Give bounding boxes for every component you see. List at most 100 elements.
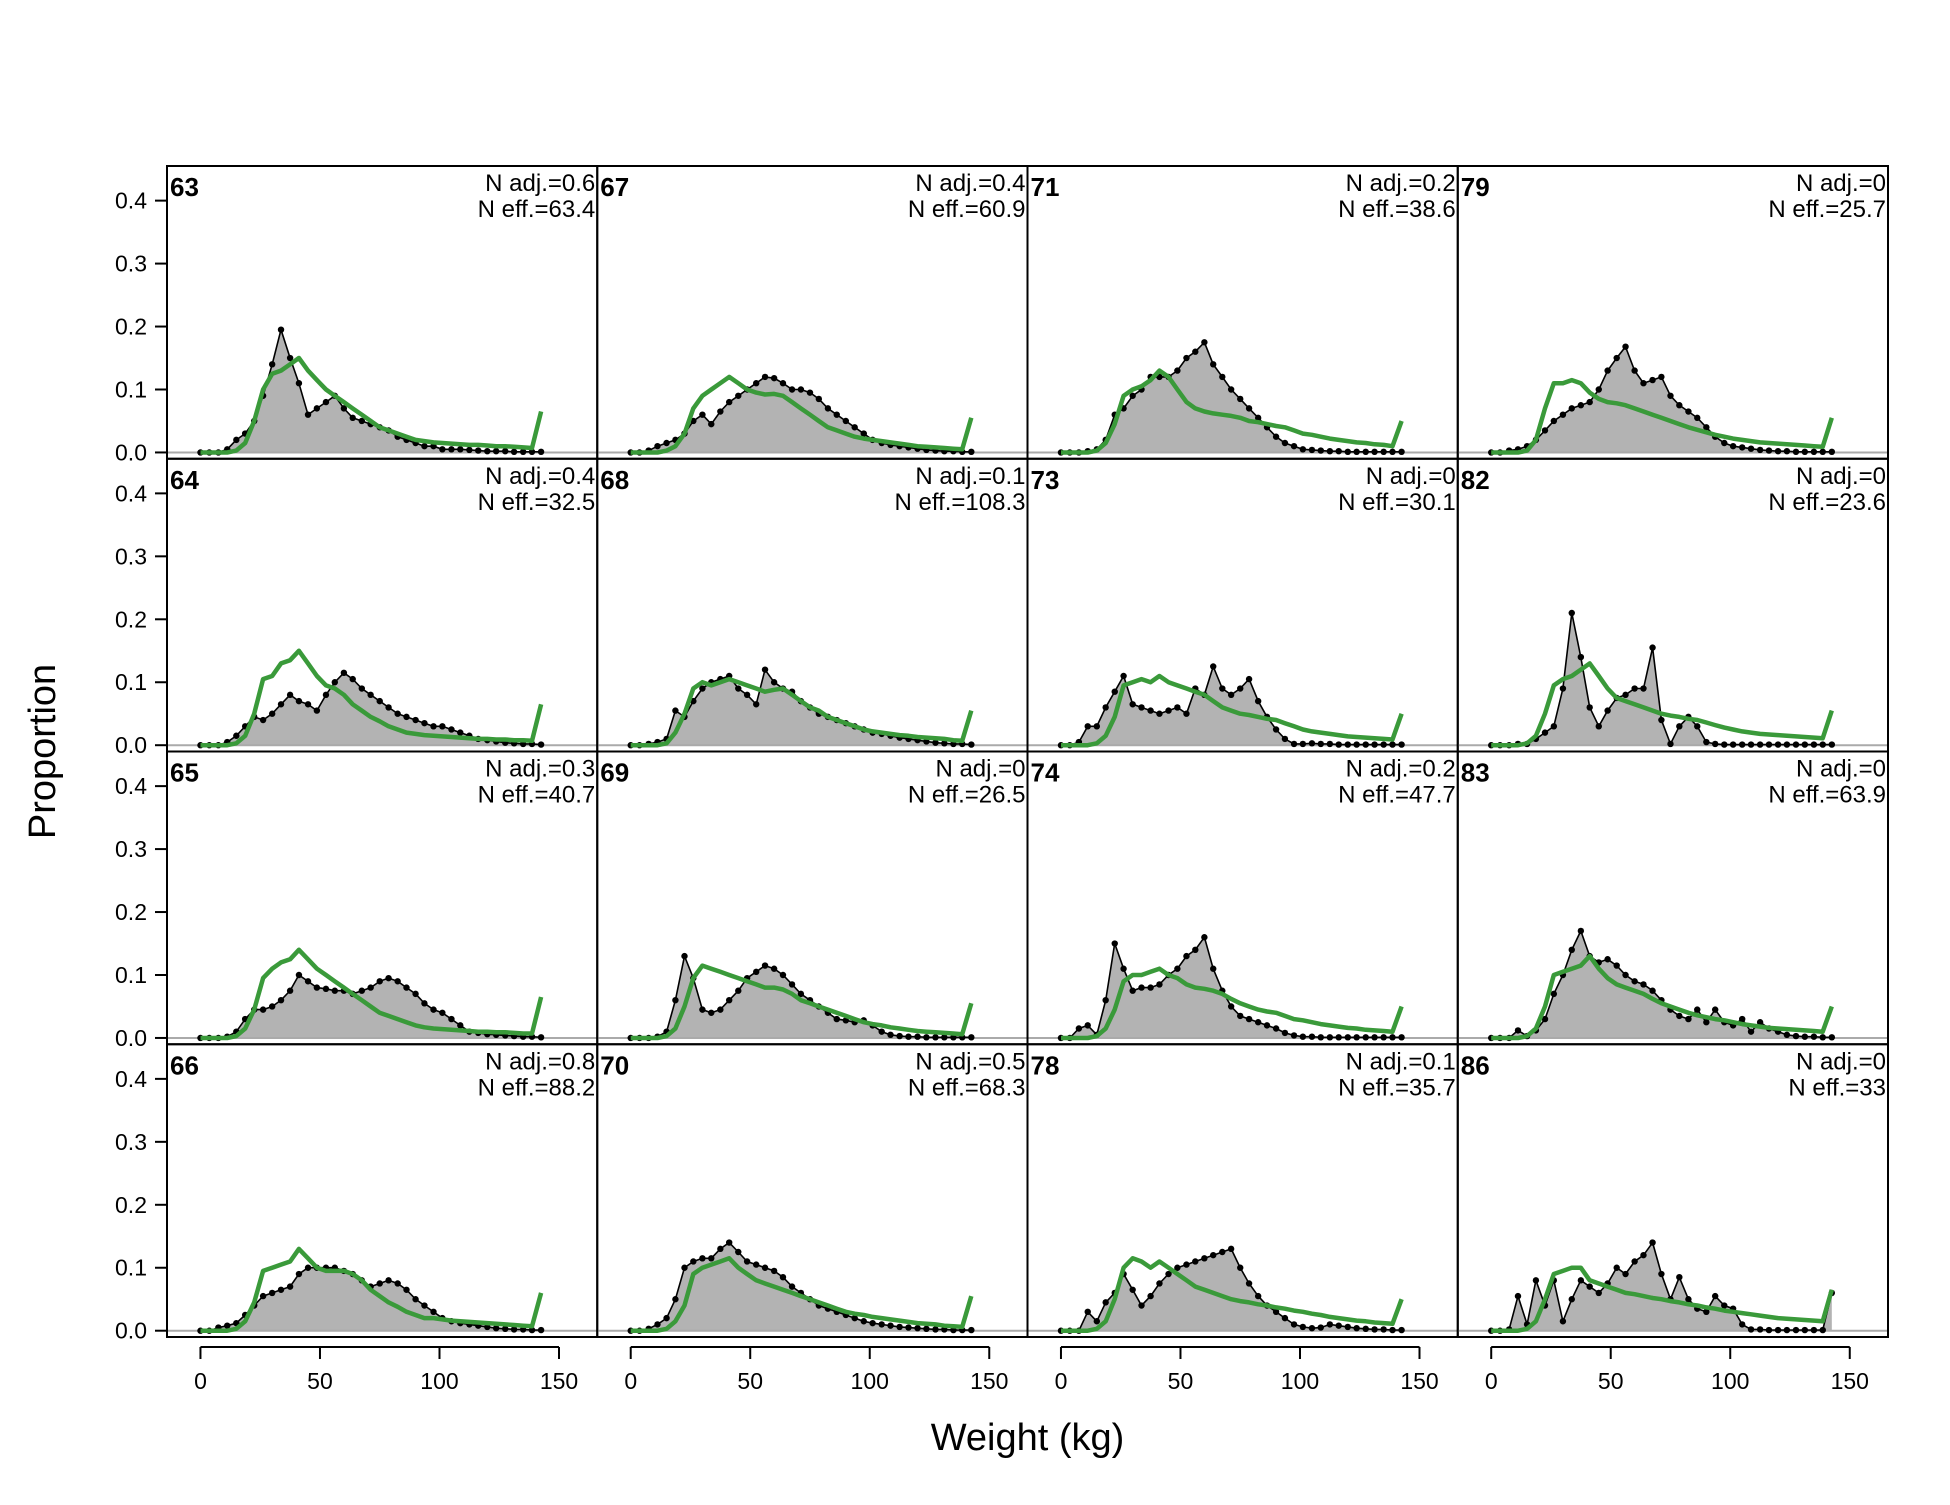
observed-point xyxy=(304,411,312,418)
observed-point xyxy=(1156,1280,1163,1287)
n-eff-label: N eff.=32.5 xyxy=(478,489,596,516)
observed-point xyxy=(385,1277,392,1284)
observed-point xyxy=(923,1034,930,1041)
observed-point xyxy=(1631,1258,1638,1265)
observed-point xyxy=(1792,1032,1800,1040)
observed-point xyxy=(743,1258,751,1265)
observed-point xyxy=(1649,1239,1656,1246)
observed-point xyxy=(1147,984,1154,991)
expected-line xyxy=(630,963,974,1041)
observed-point xyxy=(699,411,706,418)
panel-year-label: 74 xyxy=(1031,758,1060,788)
observed-point xyxy=(1613,962,1620,969)
observed-point xyxy=(1658,1270,1665,1278)
observed-point xyxy=(1514,1292,1522,1300)
observed-point xyxy=(1577,653,1585,661)
observed-point xyxy=(1559,411,1567,418)
expected-line xyxy=(1491,661,1834,748)
observed-point xyxy=(1586,398,1593,406)
observed-point xyxy=(1317,1324,1324,1331)
y-axis: 0.0 0.1 0.2 0.3 0.4 0.0 0.1 0.2 0.3 0.4 0.0 0.1 0.2 0… xyxy=(115,188,167,1344)
observed-point xyxy=(519,448,527,456)
observed-point xyxy=(1819,741,1826,748)
observed-point xyxy=(914,1324,921,1332)
observed-point xyxy=(1272,1025,1280,1032)
observed-point xyxy=(1335,447,1342,455)
observed-area xyxy=(630,1242,972,1331)
observed-point xyxy=(878,1321,885,1328)
expected-line xyxy=(1061,673,1404,748)
observed-point xyxy=(1317,740,1324,748)
observed-point xyxy=(268,1003,276,1010)
observed-point xyxy=(932,739,939,746)
observed-point xyxy=(1174,704,1181,711)
observed-point xyxy=(1362,741,1369,748)
observed-point xyxy=(887,1322,894,1329)
observed-point xyxy=(1120,965,1127,972)
observed-point xyxy=(654,442,661,450)
n-eff-label: N eff.=63.9 xyxy=(1768,782,1886,809)
observed-point xyxy=(1568,609,1575,617)
observed-point xyxy=(295,971,303,979)
observed-point xyxy=(1326,1034,1334,1041)
observed-point xyxy=(1613,354,1620,362)
n-eff-label: N eff.=26.5 xyxy=(908,782,1026,809)
observed-point xyxy=(923,1325,930,1333)
observed-point xyxy=(412,716,419,724)
observed-point xyxy=(735,987,742,994)
observed-point xyxy=(941,1034,948,1041)
expected-line xyxy=(1061,1256,1404,1333)
observed-point xyxy=(869,1319,876,1327)
panel-year-label: 73 xyxy=(1031,465,1060,495)
observed-point xyxy=(295,697,303,705)
observed-point xyxy=(1129,392,1136,399)
panel-year-label: 67 xyxy=(600,172,629,202)
observed-point xyxy=(968,741,975,748)
observed-area xyxy=(200,672,542,746)
x-axis: 0 50 100 150 0 50 100 150 0 50 100 150 0 50 100 150 xyxy=(194,1346,1869,1394)
observed-point xyxy=(1371,1034,1378,1041)
observed-point xyxy=(699,1255,706,1262)
observed-point xyxy=(743,691,751,699)
observed-point xyxy=(1640,1251,1647,1259)
observed-point xyxy=(1138,704,1145,711)
n-adj-label: N adj.=0.3 xyxy=(485,756,595,783)
observed-point xyxy=(439,1009,446,1016)
observed-point xyxy=(394,1280,401,1287)
observed-point xyxy=(1308,1033,1316,1040)
observed-point xyxy=(1353,1324,1360,1332)
observed-point xyxy=(1703,1019,1710,1026)
x-tick-label: 100 xyxy=(851,1368,889,1394)
observed-point xyxy=(815,395,823,403)
observed-area xyxy=(200,1267,542,1331)
observed-point xyxy=(1254,414,1262,422)
observed-point xyxy=(1290,740,1298,748)
observed-point xyxy=(1326,447,1334,455)
observed-point xyxy=(510,448,518,456)
observed-point xyxy=(448,1015,455,1023)
observed-point xyxy=(770,965,778,972)
observed-point xyxy=(1344,1323,1351,1331)
observed-point xyxy=(492,1324,500,1332)
n-eff-label: N eff.=35.7 xyxy=(1338,1074,1456,1101)
expected-line xyxy=(200,648,544,748)
y-tick-label: 0.4 xyxy=(115,773,147,799)
x-tick-label: 50 xyxy=(737,1368,763,1394)
panel-69: 69 N adj.=0N eff.=26.5 xyxy=(596,750,1029,1046)
observed-point xyxy=(1774,741,1782,748)
observed-point xyxy=(1326,740,1334,748)
observed-point xyxy=(878,1028,885,1035)
observed-point xyxy=(761,373,769,381)
panel-year-label: 71 xyxy=(1031,172,1060,202)
observed-point xyxy=(1631,685,1638,692)
observed-point xyxy=(1335,1322,1342,1329)
observed-point xyxy=(1640,380,1647,387)
observed-point xyxy=(277,1286,285,1293)
observed-point xyxy=(313,707,321,714)
expected-line xyxy=(200,355,544,455)
observed-point xyxy=(1676,402,1683,409)
expected-line xyxy=(200,1246,544,1333)
observed-point xyxy=(1281,1314,1289,1322)
observed-point xyxy=(277,996,285,1004)
